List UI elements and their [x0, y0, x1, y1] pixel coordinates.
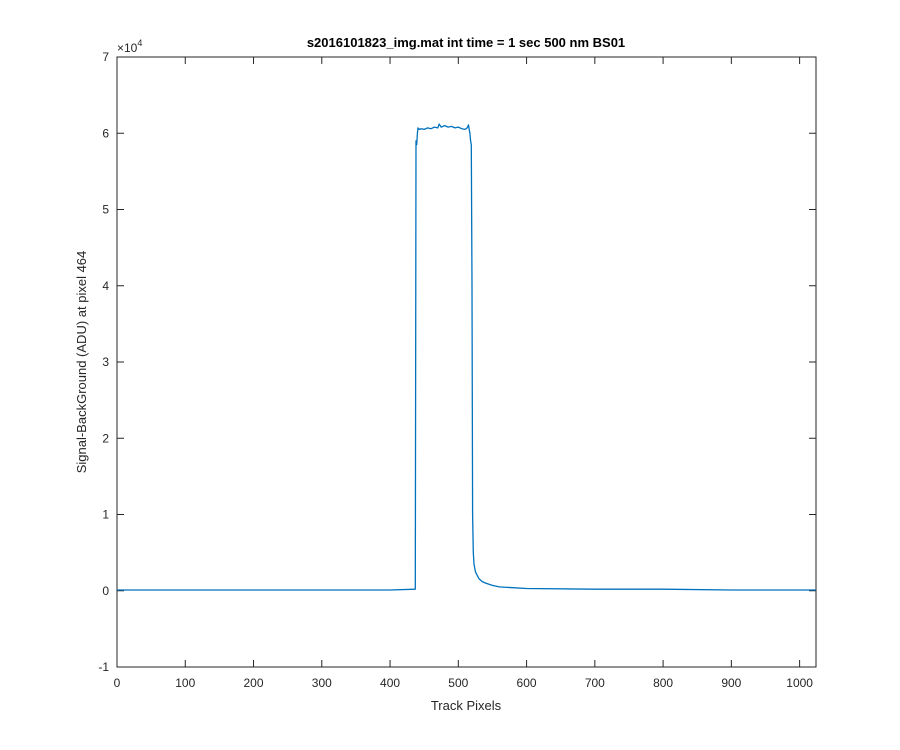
x-tick-label: 400	[380, 676, 400, 690]
plot-area	[116, 56, 817, 668]
y-tick-label: 3	[102, 355, 109, 369]
x-tick-label: 200	[244, 676, 264, 690]
x-axis-ticks: 0 100 200 300 400 500 600 700 800 900 1000	[114, 57, 813, 690]
chart-title: s2016101823_img.mat int time = 1 sec 500…	[307, 35, 625, 50]
x-tick-label: 0	[114, 676, 121, 690]
y-scale-exponent-power: 4	[137, 38, 142, 48]
y-scale-exponent: ×104	[117, 38, 142, 55]
x-tick-label: 700	[585, 676, 605, 690]
series-line	[117, 123, 816, 591]
y-tick-label: 6	[102, 126, 109, 140]
y-tick-label: -1	[98, 660, 109, 674]
y-scale-exponent-base: ×10	[117, 41, 138, 55]
x-tick-label: 1000	[786, 676, 813, 690]
y-axis-ticks: -1 0 1 2 3 4 5 6 7	[98, 50, 816, 674]
x-tick-label: 300	[312, 676, 332, 690]
x-tick-label: 600	[517, 676, 537, 690]
y-tick-label: 1	[102, 508, 109, 522]
x-tick-label: 800	[653, 676, 673, 690]
y-tick-label: 0	[102, 584, 109, 598]
y-tick-label: 5	[102, 203, 109, 217]
y-tick-label: 4	[102, 279, 109, 293]
x-tick-label: 900	[721, 676, 741, 690]
y-tick-label: 2	[102, 431, 109, 445]
x-tick-label: 500	[448, 676, 468, 690]
y-tick-label: 7	[102, 50, 109, 64]
y-axis-label: Signal-BackGround (ADU) at pixel 464	[74, 251, 89, 474]
x-tick-label: 100	[175, 676, 195, 690]
x-axis-label: Track Pixels	[431, 698, 502, 713]
series-layer	[117, 123, 816, 591]
